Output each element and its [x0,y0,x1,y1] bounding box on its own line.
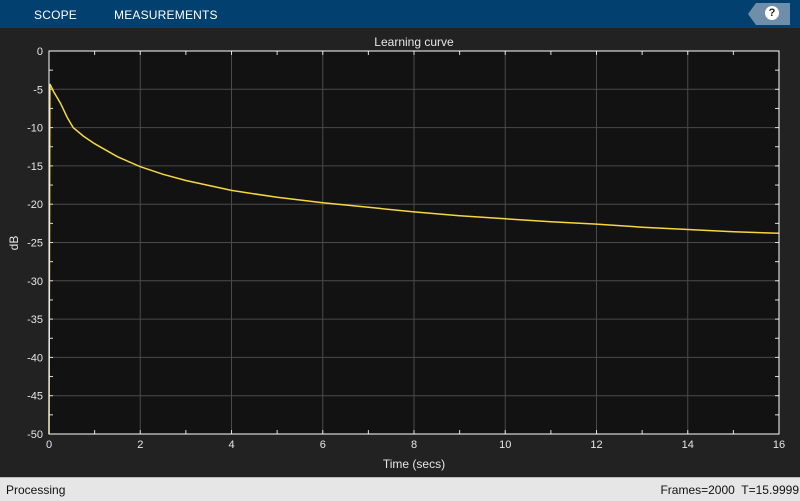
plot-frame [48,50,780,435]
x-tick-label: 10 [499,439,511,451]
x-tick-label: 4 [228,439,234,451]
tab-measurements[interactable]: MEASUREMENTS [114,8,218,22]
frame-counter: Frames=2000 T=15.9999 [660,483,799,497]
y-tick-label: -30 [27,276,43,288]
chart-title: Learning curve [374,35,454,49]
y-tick-label: -35 [27,314,43,326]
x-tick-label: 6 [320,439,326,451]
tab-scope[interactable]: SCOPE [34,8,78,22]
y-tick-label: -50 [27,429,43,441]
y-tick-label: -15 [27,161,43,173]
x-tick-label: 14 [682,439,694,451]
y-axis-label: dB [7,236,21,251]
x-tick-label: 16 [773,439,785,451]
status-bar: Processing Frames=2000 T=15.9999 [0,477,800,501]
toolbar: SCOPE MEASUREMENTS ? [0,0,800,28]
x-tick-label: 2 [137,439,143,451]
y-tick-label: -45 [27,391,43,403]
y-tick-label: -40 [27,352,43,364]
y-tick-label: 0 [37,46,43,58]
x-tick-label: 0 [46,439,52,451]
status-text: Processing [6,483,66,497]
y-tick-label: -25 [27,238,43,250]
x-axis-label: Time (secs) [383,457,445,471]
learning-curve-chart: Learning curve Time (secs) dB 0 2 4 6 8 10 12 1… [7,35,785,471]
learning-curve-line [48,83,780,435]
help-icon: ? [765,6,779,20]
y-tick-label: -20 [27,199,43,211]
x-tick-label: 8 [411,439,417,451]
y-tick-label: -10 [27,123,43,135]
y-tick-label: -5 [33,84,43,96]
x-tick-label: 12 [590,439,602,451]
help-button[interactable]: ? [748,3,790,25]
